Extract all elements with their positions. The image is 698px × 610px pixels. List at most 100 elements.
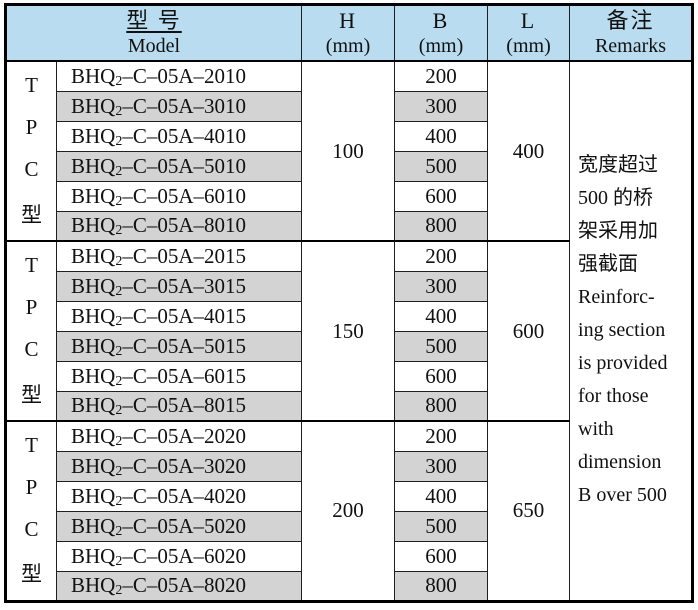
- model-subscript: 2: [115, 253, 123, 269]
- header-l-unit: (mm): [506, 34, 551, 57]
- table-row: BHQ2–C–05A–8015 800: [6, 390, 693, 422]
- model-cell: BHQ2–C–05A–6010: [55, 180, 303, 212]
- remarks-cell: 宽度超过 500 的桥 架采用加强截面 Reinforc-ing section is …: [569, 60, 694, 602]
- spec-table: 型 号 Model H (mm) B (mm) L (mm) 备注 Remark…: [4, 3, 695, 603]
- table-row: BHQ2–C–05A–3010 300: [6, 90, 693, 122]
- table-row: BHQ2–C–05A–4015 400: [6, 300, 693, 332]
- header-l: L (mm): [487, 4, 571, 62]
- model-cell: BHQ2–C–05A–2010: [55, 60, 303, 92]
- model-subscript: 2: [115, 283, 123, 299]
- model-subscript: 2: [115, 343, 123, 359]
- model-cell: BHQ2–C–05A–5015: [55, 330, 303, 362]
- spec-table-body: T P C 型 BHQ2–C–05A–2010 100 200 400 宽度超过 500 的桥 架采…: [5, 60, 694, 602]
- table-row: BHQ2–C–05A–5020 500: [6, 510, 693, 542]
- model-subscript: 2: [115, 433, 123, 449]
- model-cell: BHQ2–C–05A–8020: [55, 570, 303, 602]
- type-char: P: [25, 474, 38, 499]
- b-value-cell: 200: [394, 240, 489, 272]
- model-subscript: 2: [115, 493, 123, 509]
- header-b-unit: (mm): [418, 34, 464, 57]
- b-value-cell: 600: [394, 360, 489, 392]
- b-value-cell: 800: [394, 210, 489, 242]
- b-value-cell: 300: [394, 90, 489, 122]
- l-value-cell: 600: [487, 240, 571, 422]
- model-cell: BHQ2–C–05A–4020: [55, 480, 303, 512]
- type-char: C: [24, 156, 39, 181]
- table-row: BHQ2–C–05A–4010 400: [6, 120, 693, 152]
- model-subscript: 2: [115, 373, 123, 389]
- table-row: BHQ2–C–05A–6015 600: [6, 360, 693, 392]
- l-value-cell: 400: [487, 60, 571, 242]
- model-subscript: 2: [115, 193, 123, 209]
- table-row: BHQ2–C–05A–3015 300: [6, 270, 693, 302]
- model-subscript: 2: [115, 103, 123, 119]
- h-value-cell: 200: [301, 420, 396, 602]
- type-char: T: [25, 433, 38, 458]
- type-char: C: [24, 336, 39, 361]
- remarks-line: B over 500: [578, 484, 667, 507]
- model-cell: BHQ2–C–05A–3010: [55, 90, 303, 122]
- type-char: P: [25, 295, 38, 320]
- model-cell: BHQ2–C–05A–3020: [55, 450, 303, 482]
- b-value-cell: 500: [394, 330, 489, 362]
- header-remarks-en: Remarks: [594, 34, 667, 57]
- model-cell: BHQ2–C–05A–6020: [55, 540, 303, 572]
- header-b-label: B: [432, 7, 450, 33]
- header-model: 型 号 Model: [4, 4, 303, 62]
- b-value-cell: 300: [394, 270, 489, 302]
- remarks-line: Reinforc-: [578, 286, 655, 309]
- remarks-line: is provided: [578, 352, 668, 375]
- model-subscript: 2: [115, 523, 123, 539]
- model-subscript: 2: [115, 403, 123, 419]
- table-row: BHQ2–C–05A–6010 600: [6, 180, 693, 212]
- b-value-cell: 500: [394, 150, 489, 182]
- model-cell: BHQ2–C–05A–4010: [55, 120, 303, 152]
- remarks-line: 宽度超过: [578, 154, 659, 177]
- remarks-line: ing section: [578, 319, 666, 342]
- model-subscript: 2: [115, 583, 123, 598]
- b-value-cell: 600: [394, 180, 489, 212]
- remarks-line: 500 的桥: [578, 187, 654, 210]
- model-subscript: 2: [115, 463, 123, 479]
- remarks-line: 架采用加: [578, 220, 659, 243]
- model-cell: BHQ2–C–05A–2015: [55, 240, 303, 272]
- header-row: 型 号 Model H (mm) B (mm) L (mm) 备注 Remark…: [4, 4, 694, 62]
- model-cell: BHQ2–C–05A–6015: [55, 360, 303, 392]
- model-subscript: 2: [115, 223, 123, 239]
- remarks-line: dimension: [578, 451, 662, 474]
- table-row: T P C 型 BHQ2–C–05A–2010 100 200 400 宽度超过 500 的桥 架采…: [5, 60, 694, 602]
- b-value-cell: 400: [394, 300, 489, 332]
- header-h-unit: (mm): [325, 34, 371, 57]
- table-row: T P C 型 BHQ2–C–05A–2015 150 200 600: [5, 240, 693, 422]
- b-value-cell: 600: [394, 540, 489, 572]
- table-row: BHQ2–C–05A–5010 500: [6, 150, 693, 182]
- b-value-cell: 200: [394, 420, 489, 452]
- model-subscript: 2: [115, 313, 123, 329]
- table-row: BHQ2–C–05A–8020 800: [6, 570, 693, 602]
- table-row: BHQ2–C–05A–6020 600: [6, 540, 693, 572]
- b-value-cell: 200: [394, 60, 489, 92]
- h-value-cell: 100: [301, 60, 396, 242]
- remarks-line: 强截面: [578, 253, 639, 276]
- type-char: 型: [21, 562, 42, 587]
- model-cell: BHQ2–C–05A–2020: [55, 420, 303, 452]
- b-value-cell: 400: [394, 480, 489, 512]
- table-row: BHQ2–C–05A–5015 500: [6, 330, 693, 362]
- type-char: C: [24, 516, 39, 541]
- model-cell: BHQ2–C–05A–8015: [55, 390, 303, 422]
- b-value-cell: 300: [394, 450, 489, 482]
- b-value-cell: 800: [394, 570, 489, 602]
- table-row: T P C 型 BHQ2–C–05A–2020 200 200 650: [5, 420, 693, 602]
- type-char: 型: [21, 202, 42, 227]
- model-subscript: 2: [115, 553, 123, 569]
- l-value-cell: 650: [487, 420, 571, 602]
- h-value-cell: 150: [301, 240, 396, 422]
- type-char: T: [25, 73, 38, 98]
- header-h: H (mm): [301, 4, 396, 62]
- model-subscript: 2: [115, 163, 123, 179]
- type-char: P: [25, 115, 38, 140]
